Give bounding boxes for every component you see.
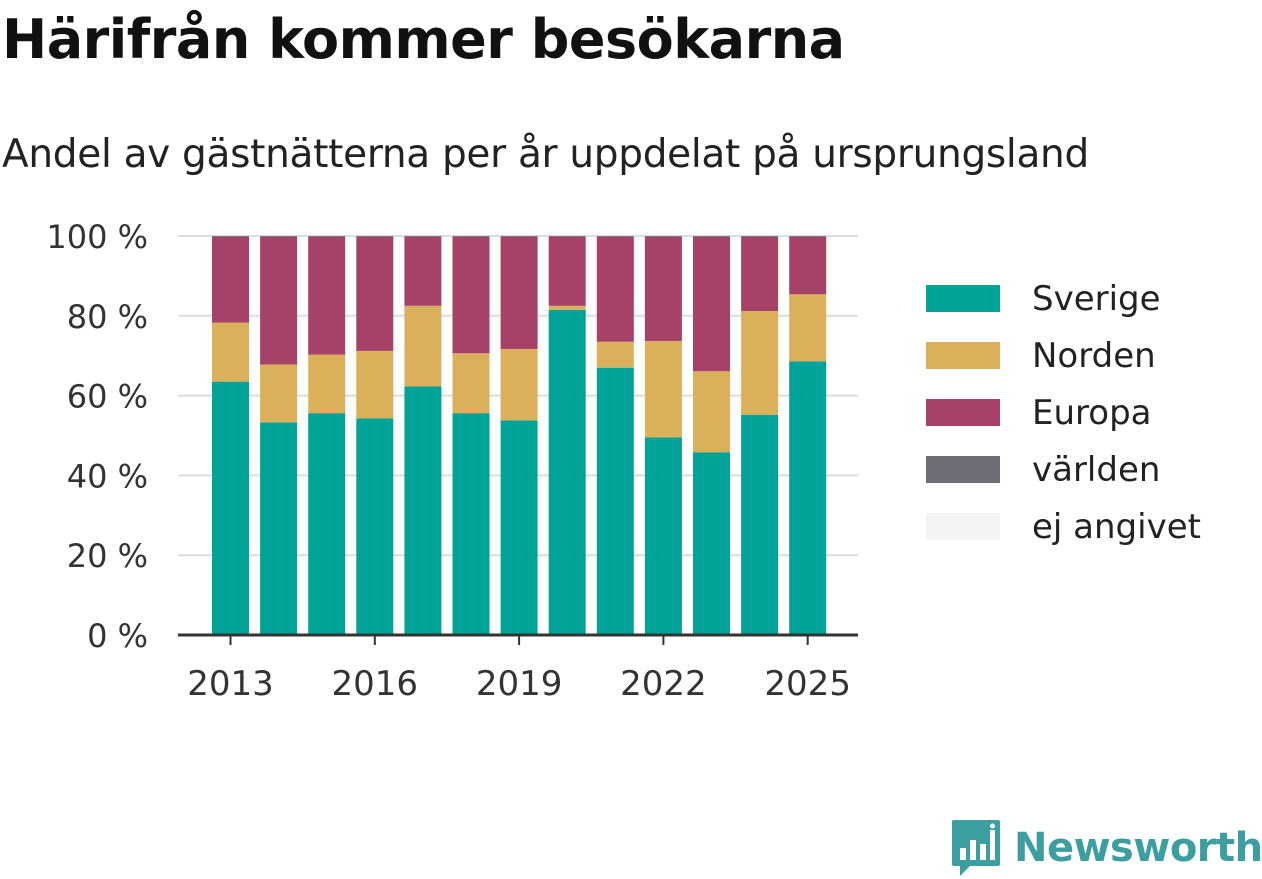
bar-segment-norden-2014 bbox=[260, 364, 298, 423]
y-tick-label: 40 % bbox=[67, 457, 148, 495]
bar-segment-norden-2021 bbox=[596, 341, 634, 368]
page-subtitle: Andel av gästnätterna per år uppdelat på… bbox=[2, 132, 1089, 177]
legend-item: ej angivet bbox=[926, 498, 1201, 555]
bar-segment-sverige-2018 bbox=[452, 413, 490, 635]
bar-segment-sverige-2014 bbox=[260, 422, 298, 635]
bar-segment-sverige-2013 bbox=[212, 381, 249, 635]
legend-swatch bbox=[926, 456, 1000, 483]
x-tick-label: 2016 bbox=[332, 664, 419, 704]
bar-segment-norden-2024 bbox=[741, 311, 779, 415]
legend-swatch bbox=[926, 399, 1000, 426]
x-tick-label: 2025 bbox=[764, 664, 851, 704]
bar-segment-världen-2023 bbox=[693, 236, 730, 237]
bar-segment-europa-2024 bbox=[741, 236, 779, 312]
bar-segment-europa-2014 bbox=[260, 236, 298, 365]
bar-segment-världen-2018 bbox=[452, 236, 490, 237]
bar-segment-norden-2013 bbox=[212, 322, 249, 382]
legend-swatch bbox=[926, 342, 1000, 369]
bar-group bbox=[212, 236, 827, 635]
legend-label: Norden bbox=[1032, 335, 1156, 376]
bar-segment-europa-2023 bbox=[693, 236, 730, 372]
bar-segment-europa-2018 bbox=[452, 236, 490, 354]
bar-segment-sverige-2022 bbox=[644, 437, 682, 635]
x-axis: 2013 2016 2019 2022 2025 bbox=[178, 633, 858, 704]
bar-segment-norden-2023 bbox=[693, 371, 730, 453]
bar-segment-världen-2020 bbox=[548, 236, 586, 237]
legend-item: världen bbox=[926, 441, 1201, 498]
y-tick-label: 100 % bbox=[46, 218, 148, 256]
bar-segment-sverige-2025 bbox=[789, 361, 827, 635]
bar-segment-sverige-2024 bbox=[741, 414, 779, 635]
bar-segment-europa-2015 bbox=[308, 236, 346, 355]
legend-label: världen bbox=[1032, 449, 1161, 490]
legend-item: Sverige bbox=[926, 270, 1201, 327]
bar-segment-sverige-2020 bbox=[548, 309, 586, 635]
legend-label: Sverige bbox=[1032, 278, 1161, 319]
bar-segment-europa-2025 bbox=[789, 236, 827, 295]
bar-segment-världen-2025 bbox=[789, 236, 827, 237]
legend-label: ej angivet bbox=[1032, 506, 1201, 547]
bar-segment-norden-2018 bbox=[452, 353, 490, 414]
bar-segment-världen-2017 bbox=[404, 236, 442, 237]
bar-segment-europa-2016 bbox=[356, 236, 394, 351]
bar-segment-norden-2022 bbox=[644, 340, 682, 438]
bar-segment-världen-2014 bbox=[260, 236, 298, 237]
bar-segment-europa-2017 bbox=[404, 236, 442, 306]
bar-segment-sverige-2019 bbox=[500, 420, 538, 635]
bar-segment-världen-2015 bbox=[308, 236, 346, 237]
bar-segment-sverige-2017 bbox=[404, 386, 442, 635]
x-tick-label: 2022 bbox=[620, 664, 707, 704]
bar-segment-norden-2016 bbox=[356, 350, 394, 419]
brand-logo: Newsworthy bbox=[950, 818, 1262, 878]
y-axis-labels: 0 % 20 % 40 % 60 % 80 % 100 % bbox=[46, 218, 148, 655]
bar-segment-norden-2019 bbox=[500, 348, 538, 421]
bar-segment-europa-2021 bbox=[596, 236, 634, 342]
bar-segment-världen-2016 bbox=[356, 236, 394, 237]
bar-segment-världen-2022 bbox=[644, 236, 682, 237]
bar-segment-världen-2019 bbox=[500, 236, 538, 237]
legend: Sverige Norden Europa världen ej angivet bbox=[926, 270, 1201, 555]
bar-segment-sverige-2023 bbox=[693, 452, 730, 635]
bar-segment-europa-2020 bbox=[548, 236, 586, 306]
legend-item: Europa bbox=[926, 384, 1201, 441]
y-tick-label: 0 % bbox=[87, 617, 148, 655]
newsworthy-logo-icon bbox=[952, 820, 1000, 876]
legend-swatch bbox=[926, 513, 1000, 540]
bar-segment-sverige-2015 bbox=[308, 413, 346, 635]
bar-segment-världen-2024 bbox=[741, 236, 779, 237]
bar-segment-europa-2022 bbox=[644, 236, 682, 341]
y-tick-label: 80 % bbox=[67, 298, 148, 336]
bar-segment-norden-2015 bbox=[308, 354, 346, 414]
legend-item: Norden bbox=[926, 327, 1201, 384]
brand-name: Newsworthy bbox=[1014, 825, 1262, 871]
x-tick-label: 2013 bbox=[187, 664, 274, 704]
bar-segment-norden-2017 bbox=[404, 305, 442, 387]
bar-segment-norden-2025 bbox=[789, 294, 827, 362]
y-tick-label: 60 % bbox=[67, 378, 148, 416]
page-title: Härifrån kommer besökarna bbox=[2, 8, 845, 71]
bar-segment-europa-2019 bbox=[500, 236, 538, 349]
legend-swatch bbox=[926, 285, 1000, 312]
bar-segment-europa-2013 bbox=[212, 236, 249, 323]
legend-label: Europa bbox=[1032, 392, 1152, 433]
bar-segment-sverige-2021 bbox=[596, 367, 634, 635]
bar-segment-världen-2021 bbox=[596, 236, 634, 237]
y-tick-label: 20 % bbox=[67, 537, 148, 575]
bar-segment-sverige-2016 bbox=[356, 418, 394, 635]
bar-segment-världen-2013 bbox=[212, 236, 249, 237]
x-tick-label: 2019 bbox=[476, 664, 563, 704]
bar-segment-norden-2020 bbox=[548, 305, 586, 310]
